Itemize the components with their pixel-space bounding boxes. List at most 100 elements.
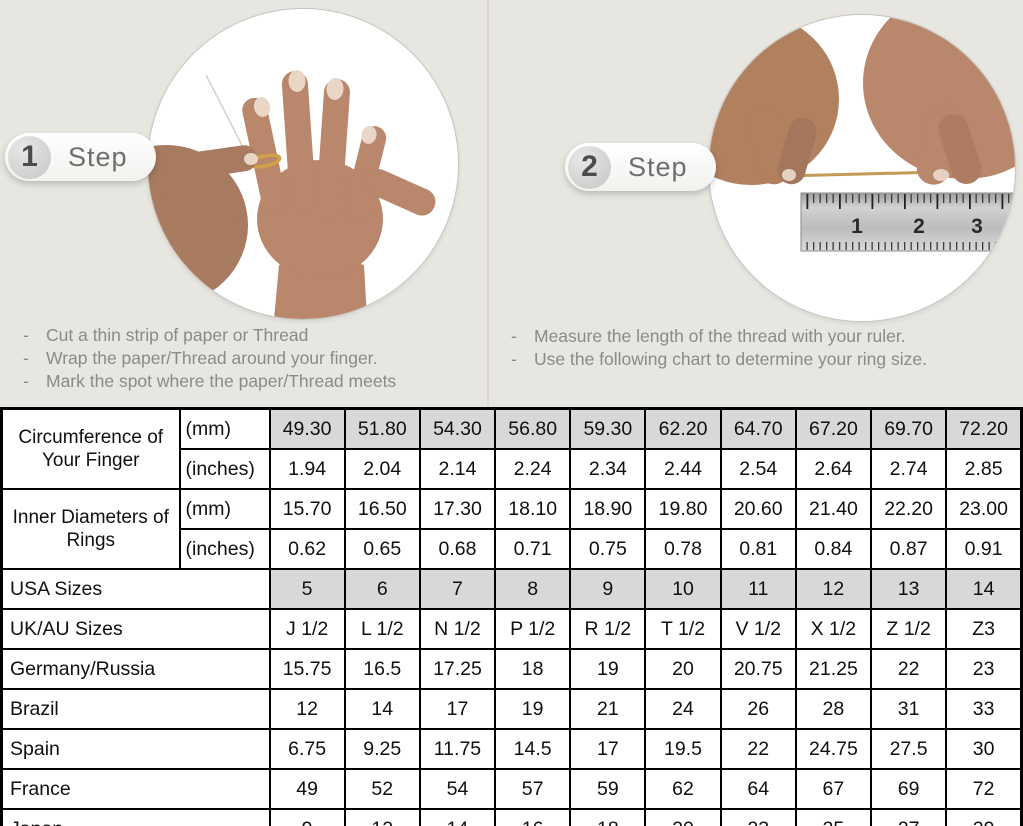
instruction-text: Wrap the paper/Thread around your finger…	[46, 348, 378, 368]
table-cell: 27.5	[869, 728, 948, 770]
table-cell: 20.60	[719, 488, 797, 530]
unit-label: (inches)	[178, 528, 271, 570]
table-cell: 9	[569, 568, 647, 610]
hand-with-ring-illustration	[148, 70, 436, 319]
ring-size-table: Circumference of Your Finger (mm) 49.30 5…	[0, 407, 1023, 826]
step1-hand-photo	[147, 8, 459, 320]
table-cell: 10	[644, 568, 722, 610]
table-cell: 67.20	[794, 407, 873, 450]
step2-badge: 2 Step	[565, 143, 716, 191]
step1-label: Step	[68, 141, 128, 172]
table-cell: 8	[494, 568, 572, 610]
table-cell: 6	[343, 568, 421, 610]
table-cell: 28	[794, 688, 873, 730]
table-cell: 17	[569, 728, 647, 770]
table-cell: 5	[268, 568, 346, 610]
table-cell: 0.65	[343, 528, 421, 570]
ruler-number: 2	[913, 215, 925, 238]
table-row: Japan 9121416182023252729	[0, 808, 1023, 826]
table-row: UK/AU Sizes J 1/2 L 1/2 N 1/2 P 1/2 R 1/2 T 1…	[0, 608, 1023, 650]
table-cell: 13	[869, 568, 948, 610]
table-cell: J 1/2	[268, 608, 346, 650]
table-cell: 67	[794, 768, 873, 810]
table-cell: 0.71	[494, 528, 572, 570]
table-cell: T 1/2	[644, 608, 722, 650]
table-cell: 49	[268, 768, 346, 810]
table-cell: 16.50	[343, 488, 421, 530]
step2-number: 2	[568, 145, 611, 189]
row-label: Spain	[0, 728, 271, 770]
bullet-dash: -	[23, 371, 29, 391]
pinching-hand	[148, 145, 258, 305]
table-row: Inner Diameters of Rings (mm) 15.70 16.50…	[0, 488, 1023, 570]
table-cell: 54.30	[418, 407, 497, 450]
table-cell: 9	[268, 808, 346, 826]
ruler-number: 3	[971, 215, 983, 238]
table-cell: 22	[719, 728, 797, 770]
table-cell: 0.68	[418, 528, 497, 570]
row-label: Inner Diameters of Rings	[0, 488, 181, 570]
table-cell: 57	[494, 768, 572, 810]
table-cell: 15.70	[268, 488, 346, 530]
table-cell: X 1/2	[794, 608, 873, 650]
instruction-text: Use the following chart to determine you…	[534, 349, 927, 369]
table-cell: 19	[569, 648, 647, 690]
bullet-dash: -	[511, 349, 517, 369]
table-cell: 24	[644, 688, 722, 730]
table-cell: 22	[869, 648, 948, 690]
row-label: USA Sizes	[0, 568, 271, 610]
unit-label: (mm)	[178, 407, 271, 450]
table-cell: 0.87	[869, 528, 948, 570]
table-cell: 56.80	[494, 407, 572, 450]
table-row: (inches) 0.62 0.65 0.68 0.71 0.75 0.78 0.81 0.8…	[2, 528, 1023, 570]
instruction-line: - Mark the spot where the paper/Thread m…	[20, 370, 396, 393]
instruction-line: - Use the following chart to determine y…	[508, 348, 927, 371]
table-cell: 23	[719, 808, 797, 826]
step1-badge: 1 Step	[5, 133, 156, 181]
table-row: France 49 52 54 57 59 62 64 67 69 72	[0, 768, 1023, 810]
fingernails	[253, 70, 377, 144]
table-cell: 64	[719, 768, 797, 810]
table-cell: 59	[569, 768, 647, 810]
table-cell: 9.25	[343, 728, 421, 770]
table-cell: 11	[719, 568, 797, 610]
table-cell: 59.30	[569, 407, 647, 450]
table-cell: 30	[945, 728, 1023, 770]
instruction-text: Measure the length of the thread with yo…	[534, 326, 906, 346]
right-fingernail	[933, 169, 949, 181]
row-label: Japan	[0, 808, 271, 826]
table-cell: 6.75	[268, 728, 346, 770]
table-cell: 14	[343, 688, 421, 730]
unit-label: (mm)	[178, 488, 271, 530]
table-cell: 11.75	[418, 728, 497, 770]
table-cell: 2.64	[794, 448, 873, 490]
table-cell: 2.74	[869, 448, 948, 490]
instruction-line: - Cut a thin strip of paper or Thread	[20, 324, 396, 347]
instruction-text: Cut a thin strip of paper or Thread	[46, 325, 309, 345]
table-cell: 27	[869, 808, 948, 826]
table-cell: 2.54	[719, 448, 797, 490]
table-cell: 20	[644, 808, 722, 826]
table-cell: 2.14	[418, 448, 497, 490]
instruction-line: - Measure the length of the thread with …	[508, 325, 927, 348]
table-cell: 16.5	[343, 648, 421, 690]
table-cell: 51.80	[343, 407, 421, 450]
table-cell: 23.00	[945, 488, 1023, 530]
main-hand	[242, 71, 436, 319]
row-label: Germany/Russia	[0, 648, 271, 690]
right-hand	[863, 15, 1015, 185]
table-cell: 21	[569, 688, 647, 730]
table-row: Brazil 12 14 17 19 21 24 26 28 31 33	[0, 688, 1023, 730]
table-cell: 12	[794, 568, 873, 610]
ruler-number: 1	[851, 215, 863, 238]
bullet-dash: -	[511, 326, 517, 346]
pinch-fingernail	[244, 153, 258, 165]
step2-ruler-photo: 1 2 3	[708, 14, 1016, 322]
table-cell: 14.5	[494, 728, 572, 770]
table-cell: 0.62	[268, 528, 346, 570]
table-cell: 16	[494, 808, 572, 826]
table-cell: 22.20	[869, 488, 948, 530]
table-cell: 29	[945, 808, 1023, 826]
table-cell: 62	[644, 768, 722, 810]
table-cell: 21.25	[794, 648, 873, 690]
